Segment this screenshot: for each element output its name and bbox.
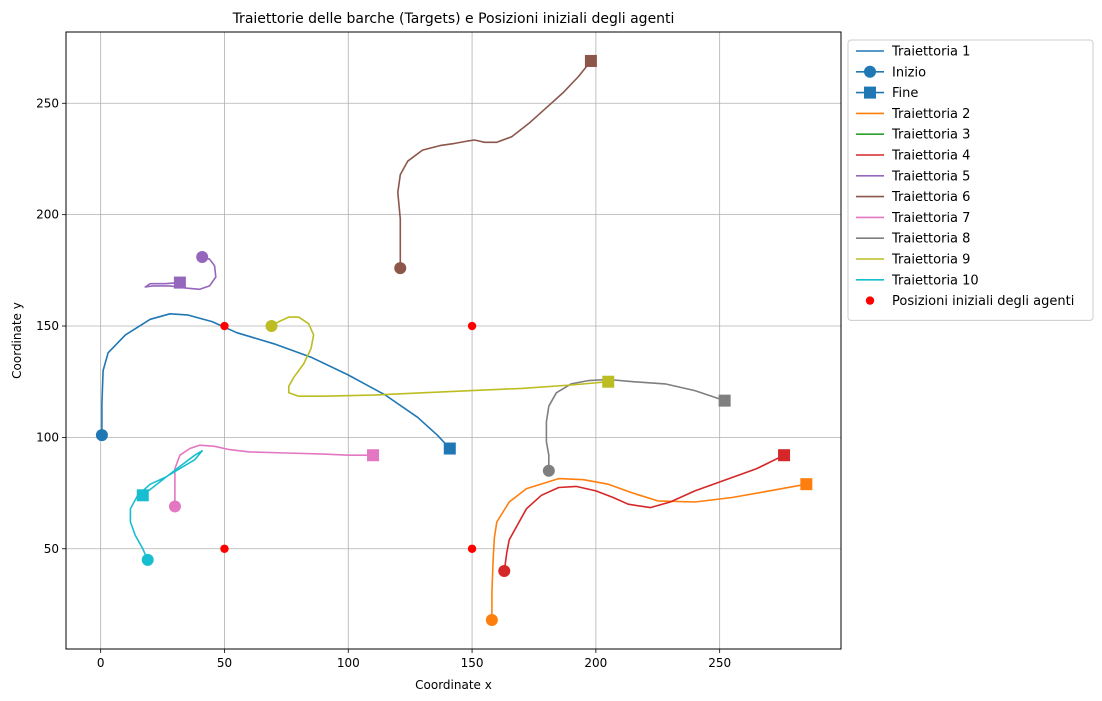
start-marker xyxy=(485,614,498,627)
agent-position-point xyxy=(220,321,229,331)
markers xyxy=(95,54,813,627)
agent-position-point xyxy=(467,321,477,331)
end-marker xyxy=(367,449,380,462)
end-marker xyxy=(173,276,186,289)
end-marker xyxy=(136,489,149,502)
trajectory-line-3 xyxy=(503,454,785,572)
start-marker xyxy=(168,500,181,513)
trajectory-line-5 xyxy=(397,60,592,269)
agent-position-point xyxy=(467,544,477,553)
end-marker xyxy=(443,442,456,455)
legend-label: Traiettoria 5 xyxy=(891,169,970,184)
end-marker xyxy=(800,478,813,491)
legend-label: Traiettoria 10 xyxy=(891,273,979,288)
legend-frame xyxy=(847,39,1094,321)
trajectory-line-8 xyxy=(270,316,610,397)
start-marker xyxy=(196,250,209,263)
legend-swatch-circle xyxy=(864,65,876,78)
legend-label: Fine xyxy=(892,86,918,101)
legend-label: Traiettoria 7 xyxy=(891,211,970,226)
legend-label: Inizio xyxy=(892,65,926,80)
x-tick-label: 150 xyxy=(461,656,484,670)
legend-label: Traiettoria 8 xyxy=(891,232,970,247)
x-tick-label: 50 xyxy=(217,656,232,670)
trajectory-line-2 xyxy=(491,477,808,621)
grid xyxy=(66,32,841,649)
x-axis-label: Coordinate x xyxy=(415,678,492,692)
x-tick-label: 200 xyxy=(584,656,607,670)
legend-swatch-dot xyxy=(865,296,875,305)
end-marker xyxy=(778,449,791,462)
plot-frame xyxy=(65,31,842,650)
legend-label: Traiettoria 6 xyxy=(891,190,970,205)
start-marker xyxy=(394,262,407,275)
y-tick-label: 150 xyxy=(36,319,59,333)
trajectory-line-6 xyxy=(174,444,374,508)
end-marker xyxy=(602,375,615,388)
axes: 0 50 100 150 200 250 50 100 150 200 250 xyxy=(36,96,731,670)
y-axis-label: Coordinate y xyxy=(10,302,24,379)
x-tick-label: 100 xyxy=(337,656,360,670)
y-tick-label: 100 xyxy=(36,430,59,444)
start-marker xyxy=(265,320,278,333)
x-tick-label: 250 xyxy=(708,656,731,670)
legend-swatch-square xyxy=(864,86,876,99)
legend-label: Traiettoria 1 xyxy=(891,45,970,60)
start-marker xyxy=(498,565,511,578)
trajectory-line-9 xyxy=(129,450,203,561)
legend-label: Posizioni iniziali degli agenti xyxy=(892,294,1074,309)
trajectory-line-4 xyxy=(144,256,217,291)
legend-label: Traiettoria 9 xyxy=(891,253,970,268)
series xyxy=(101,60,808,621)
y-tick-label: 250 xyxy=(36,96,59,110)
trajectory-line-7 xyxy=(545,378,726,472)
chart-title: Traiettorie delle barche (Targets) e Pos… xyxy=(232,11,675,27)
legend-label: Traiettoria 4 xyxy=(891,149,970,164)
start-marker xyxy=(542,464,555,477)
end-marker xyxy=(584,54,597,67)
x-tick-label: 0 xyxy=(97,656,105,670)
y-tick-label: 50 xyxy=(44,542,59,556)
y-tick-label: 200 xyxy=(36,208,59,222)
legend-label: Traiettoria 2 xyxy=(891,107,970,122)
legend: Traiettoria 1 Inizio Fine Traiettoria 2 Trai… xyxy=(847,39,1094,321)
trajectory-line-1 xyxy=(101,313,451,450)
end-marker xyxy=(718,394,731,407)
agent-position-point xyxy=(220,544,229,553)
legend-label: Traiettoria 3 xyxy=(891,128,970,143)
start-marker xyxy=(141,553,154,566)
start-marker xyxy=(95,429,108,442)
